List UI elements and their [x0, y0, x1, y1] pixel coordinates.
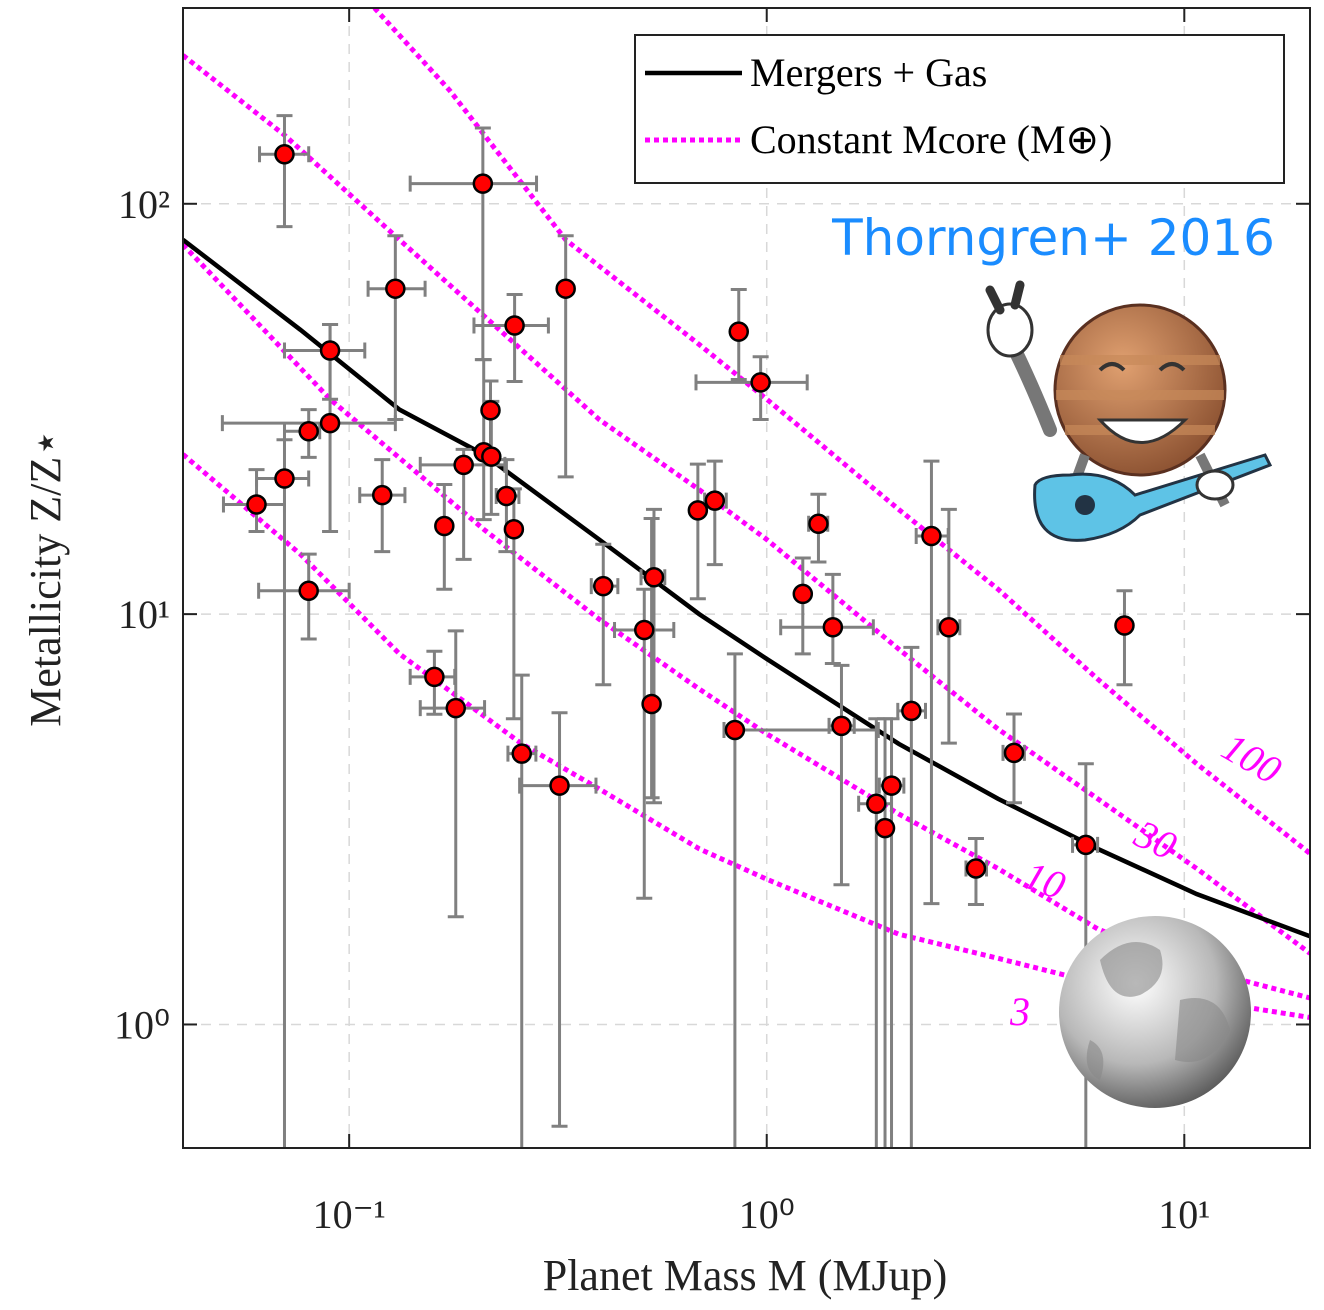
data-point — [321, 414, 339, 432]
data-point — [447, 699, 465, 717]
x-tick-label: 10⁰ — [739, 1192, 795, 1237]
y-tick-label: 10⁰ — [114, 1002, 170, 1047]
data-point — [482, 448, 500, 466]
annotation: Thorngren+ 2016 — [831, 209, 1275, 267]
data-point — [300, 422, 318, 440]
data-point — [635, 621, 653, 639]
data-point — [497, 487, 515, 505]
chart: Planet Mass M (MJup) Metallicity Z/Z⋆ Th… — [0, 0, 1324, 1310]
data-point — [275, 145, 293, 163]
data-point — [730, 323, 748, 341]
curve-label: 3 — [1009, 989, 1030, 1034]
x-axis-label: Planet Mass M (MJup) — [543, 1251, 948, 1300]
data-point — [922, 527, 940, 545]
y-axis-label: Metallicity Z/Z⋆ — [21, 429, 70, 727]
data-point — [809, 515, 827, 533]
legend-label: Mergers + Gas — [750, 50, 987, 95]
data-point — [967, 859, 985, 877]
data-point — [876, 819, 894, 837]
data-point — [1115, 617, 1133, 635]
x-tick-label: 10¹ — [1158, 1192, 1210, 1237]
data-point — [557, 280, 575, 298]
data-point — [505, 520, 523, 538]
data-point — [513, 745, 531, 763]
data-point — [706, 492, 724, 510]
data-point — [832, 717, 850, 735]
data-point — [481, 401, 499, 419]
data-point — [551, 777, 569, 795]
data-point — [1077, 836, 1095, 854]
data-point — [643, 695, 661, 713]
legend-label: Constant Mcore (M⊕) — [750, 117, 1112, 162]
data-point — [373, 486, 391, 504]
data-point — [435, 517, 453, 535]
data-point — [689, 501, 707, 519]
data-point — [726, 721, 744, 739]
data-point — [883, 777, 901, 795]
data-point — [1005, 744, 1023, 762]
earth-globe — [1059, 916, 1251, 1108]
data-point — [425, 668, 443, 686]
data-point — [645, 568, 663, 586]
data-point — [940, 618, 958, 636]
data-point — [824, 618, 842, 636]
x-tick-label: 10⁻¹ — [313, 1192, 386, 1237]
data-point — [506, 317, 524, 335]
data-point — [867, 795, 885, 813]
data-point — [386, 280, 404, 298]
data-point — [794, 585, 812, 603]
data-point — [321, 341, 339, 359]
data-point — [594, 577, 612, 595]
data-point — [474, 175, 492, 193]
data-point — [300, 582, 318, 600]
data-point — [902, 702, 920, 720]
y-tick-label: 10¹ — [118, 592, 170, 637]
y-tick-label: 10² — [118, 182, 170, 227]
data-point — [752, 373, 770, 391]
data-point — [248, 495, 266, 513]
data-point — [275, 470, 293, 488]
legend: Mergers + Gas Constant Mcore (M⊕) — [635, 35, 1284, 183]
data-point — [455, 456, 473, 474]
